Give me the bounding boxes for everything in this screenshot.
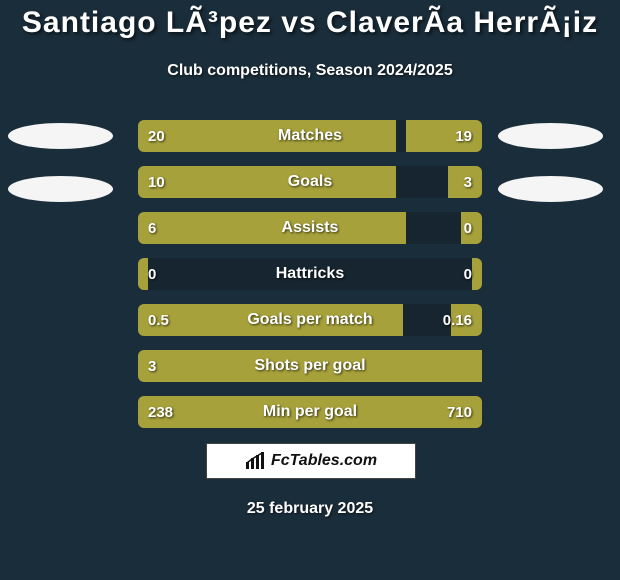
bar-right bbox=[406, 120, 482, 152]
right-ellipse-1 bbox=[498, 123, 603, 149]
stat-row: Goals per match0.50.16 bbox=[138, 304, 482, 336]
right-ellipse-2 bbox=[498, 176, 603, 202]
bar-left bbox=[138, 304, 403, 336]
stat-row: Min per goal238710 bbox=[138, 396, 482, 428]
subtitle: Club competitions, Season 2024/2025 bbox=[0, 62, 620, 80]
bar-left bbox=[138, 212, 406, 244]
bar-right bbox=[393, 396, 482, 428]
date-line: 25 february 2025 bbox=[0, 500, 620, 518]
logo-chart-icon bbox=[245, 452, 267, 470]
page-title: Santiago LÃ³pez vs ClaverÃ­a HerrÃ¡iz bbox=[0, 6, 620, 40]
logo-text: FcTables.com bbox=[271, 452, 377, 470]
stat-row: Assists60 bbox=[138, 212, 482, 244]
bar-left bbox=[138, 166, 396, 198]
logo-box: FcTables.com bbox=[206, 443, 416, 479]
stat-row: Hattricks00 bbox=[138, 258, 482, 290]
bar-right bbox=[448, 166, 482, 198]
stat-row: Goals103 bbox=[138, 166, 482, 198]
stat-row: Matches2019 bbox=[138, 120, 482, 152]
bar-bg bbox=[138, 258, 482, 290]
left-ellipse-2 bbox=[8, 176, 113, 202]
bar-left bbox=[138, 396, 393, 428]
left-ellipse-1 bbox=[8, 123, 113, 149]
bar-left bbox=[138, 350, 482, 382]
bar-right bbox=[461, 212, 482, 244]
bar-left bbox=[138, 120, 396, 152]
bar-right bbox=[472, 258, 482, 290]
bar-right bbox=[451, 304, 482, 336]
bars-area: Matches2019 Goals103 Assists60 Hattricks00 G… bbox=[138, 120, 482, 442]
bar-left bbox=[138, 258, 148, 290]
stat-row: Shots per goal3 bbox=[138, 350, 482, 382]
